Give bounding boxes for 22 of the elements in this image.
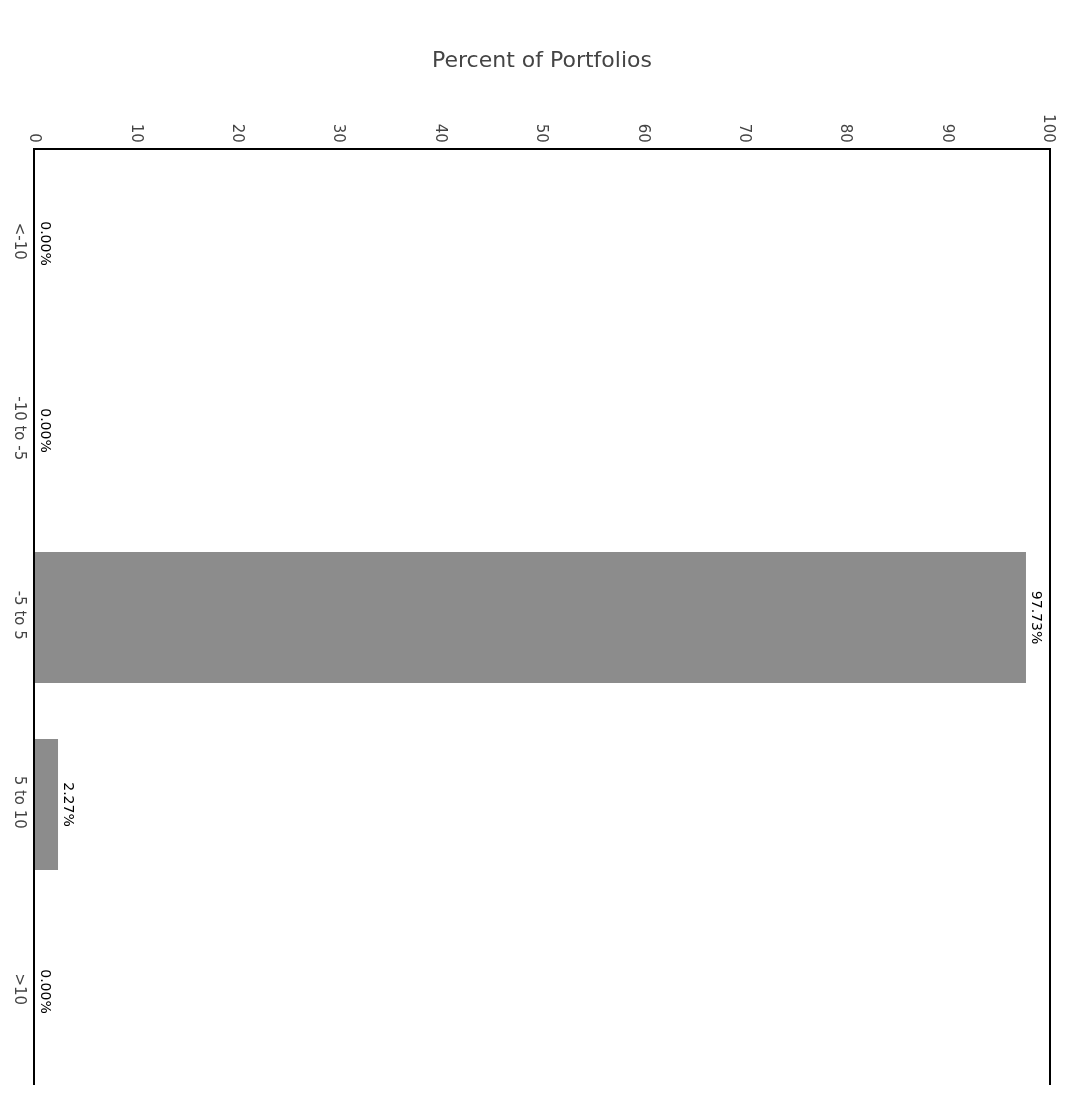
x-tick-label: 70: [735, 123, 754, 143]
data-label: 2.27%: [61, 782, 78, 827]
x-tick-label: 20: [228, 123, 247, 143]
x-tick-label: 80: [837, 123, 856, 143]
y-tick-label: <-10: [11, 222, 29, 260]
data-label: 0.00%: [38, 221, 54, 266]
x-tick-label: 90: [938, 123, 957, 143]
x-tick-label: 40: [431, 123, 450, 143]
x-tick-label: 60: [634, 123, 653, 143]
x-tick-label: 50: [533, 123, 552, 143]
x-tick-label: 0: [26, 133, 45, 143]
y-tick-label: -10 to -5: [11, 396, 29, 461]
data-label: 97.73%: [1028, 590, 1045, 645]
y-tick-label: -5 to 5: [11, 590, 29, 640]
x-tick-label: 30: [330, 123, 349, 143]
y-tick-label: >10: [11, 973, 29, 1006]
x-tick-label: 10: [127, 123, 146, 143]
x-tick-label: 100: [1040, 114, 1059, 143]
data-label: 0.00%: [38, 969, 54, 1014]
y-tick-label: 5 to 10: [11, 775, 29, 829]
x-axis-title: Percent of Portfolios: [432, 47, 652, 73]
data-label: 0.00%: [38, 408, 54, 453]
